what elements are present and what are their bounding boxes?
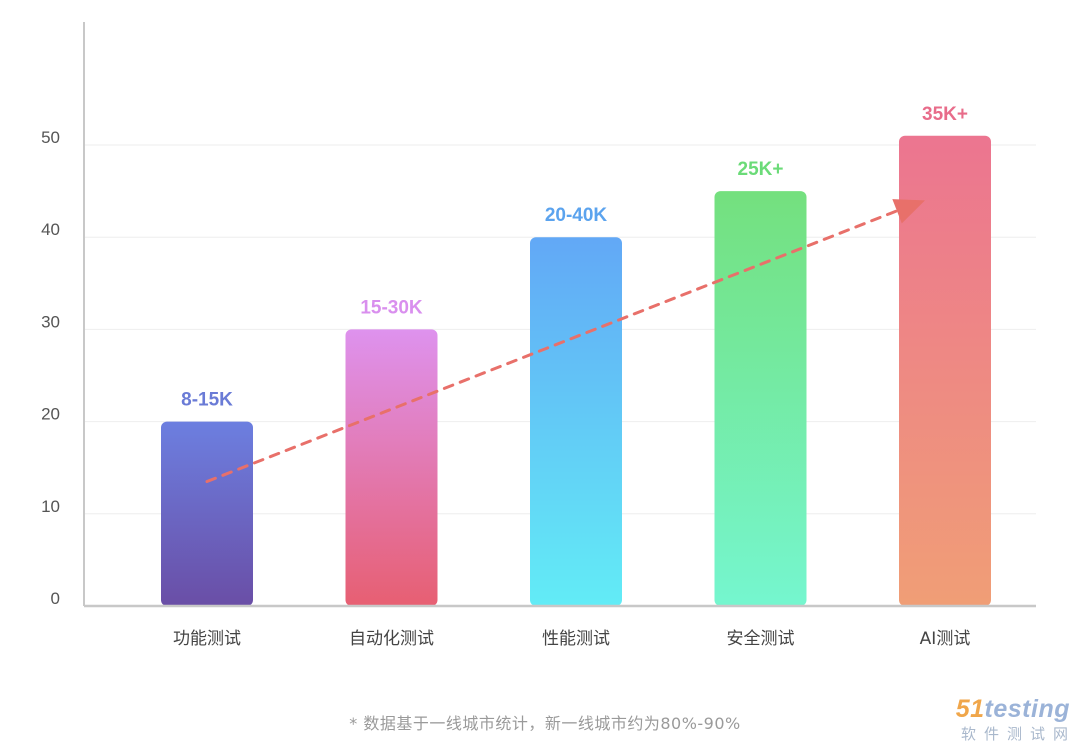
bar-value-label: 35K+	[922, 104, 968, 125]
watermark-logo-text: 51testing	[948, 696, 1070, 722]
y-tick-label: 20	[41, 405, 60, 424]
bar-2	[345, 329, 438, 606]
x-category-label: 功能测试	[173, 629, 241, 649]
y-tick-label: 0	[51, 589, 60, 608]
bar-value-label: 25K+	[738, 159, 784, 180]
trend-line	[205, 203, 913, 484]
watermark-subtitle: 软件测试网	[960, 725, 1076, 743]
value-labels: 8-15K 15-30K 20-40K 25K+ 35K+	[181, 104, 968, 411]
watermark-logo-word: testing	[984, 695, 1070, 723]
watermark-logo-number: 51	[955, 695, 985, 723]
x-category-label: 性能测试	[542, 629, 610, 649]
bar-3	[530, 237, 622, 606]
x-category-label: 自动化测试	[349, 629, 434, 649]
bar-value-label: 15-30K	[360, 297, 423, 318]
watermark-logo: 51testing 软件测试网	[948, 696, 1070, 744]
y-tick-label: 10	[41, 497, 60, 516]
y-tick-labels: 0 10 20 30 40 50	[41, 128, 60, 608]
bar-4	[714, 191, 807, 606]
bar-1	[161, 421, 253, 606]
x-category-label: 安全测试	[727, 629, 795, 649]
bar-value-label: 20-40K	[545, 205, 608, 226]
trend-arrow	[205, 199, 925, 484]
y-tick-label: 40	[41, 220, 60, 239]
bars	[161, 135, 991, 606]
bar-value-label: 8-15K	[181, 390, 233, 411]
footnote: * 数据基于一线城市统计，新一线城市约为80%-90%	[349, 714, 741, 733]
category-labels: 功能测试 自动化测试 性能测试 安全测试 AI测试	[173, 629, 970, 649]
trend-arrowhead	[892, 199, 925, 224]
axes	[83, 22, 1036, 608]
y-tick-label: 50	[41, 128, 60, 147]
y-tick-label: 30	[41, 312, 60, 331]
x-category-label: AI测试	[920, 629, 971, 649]
bar-5	[899, 135, 991, 606]
